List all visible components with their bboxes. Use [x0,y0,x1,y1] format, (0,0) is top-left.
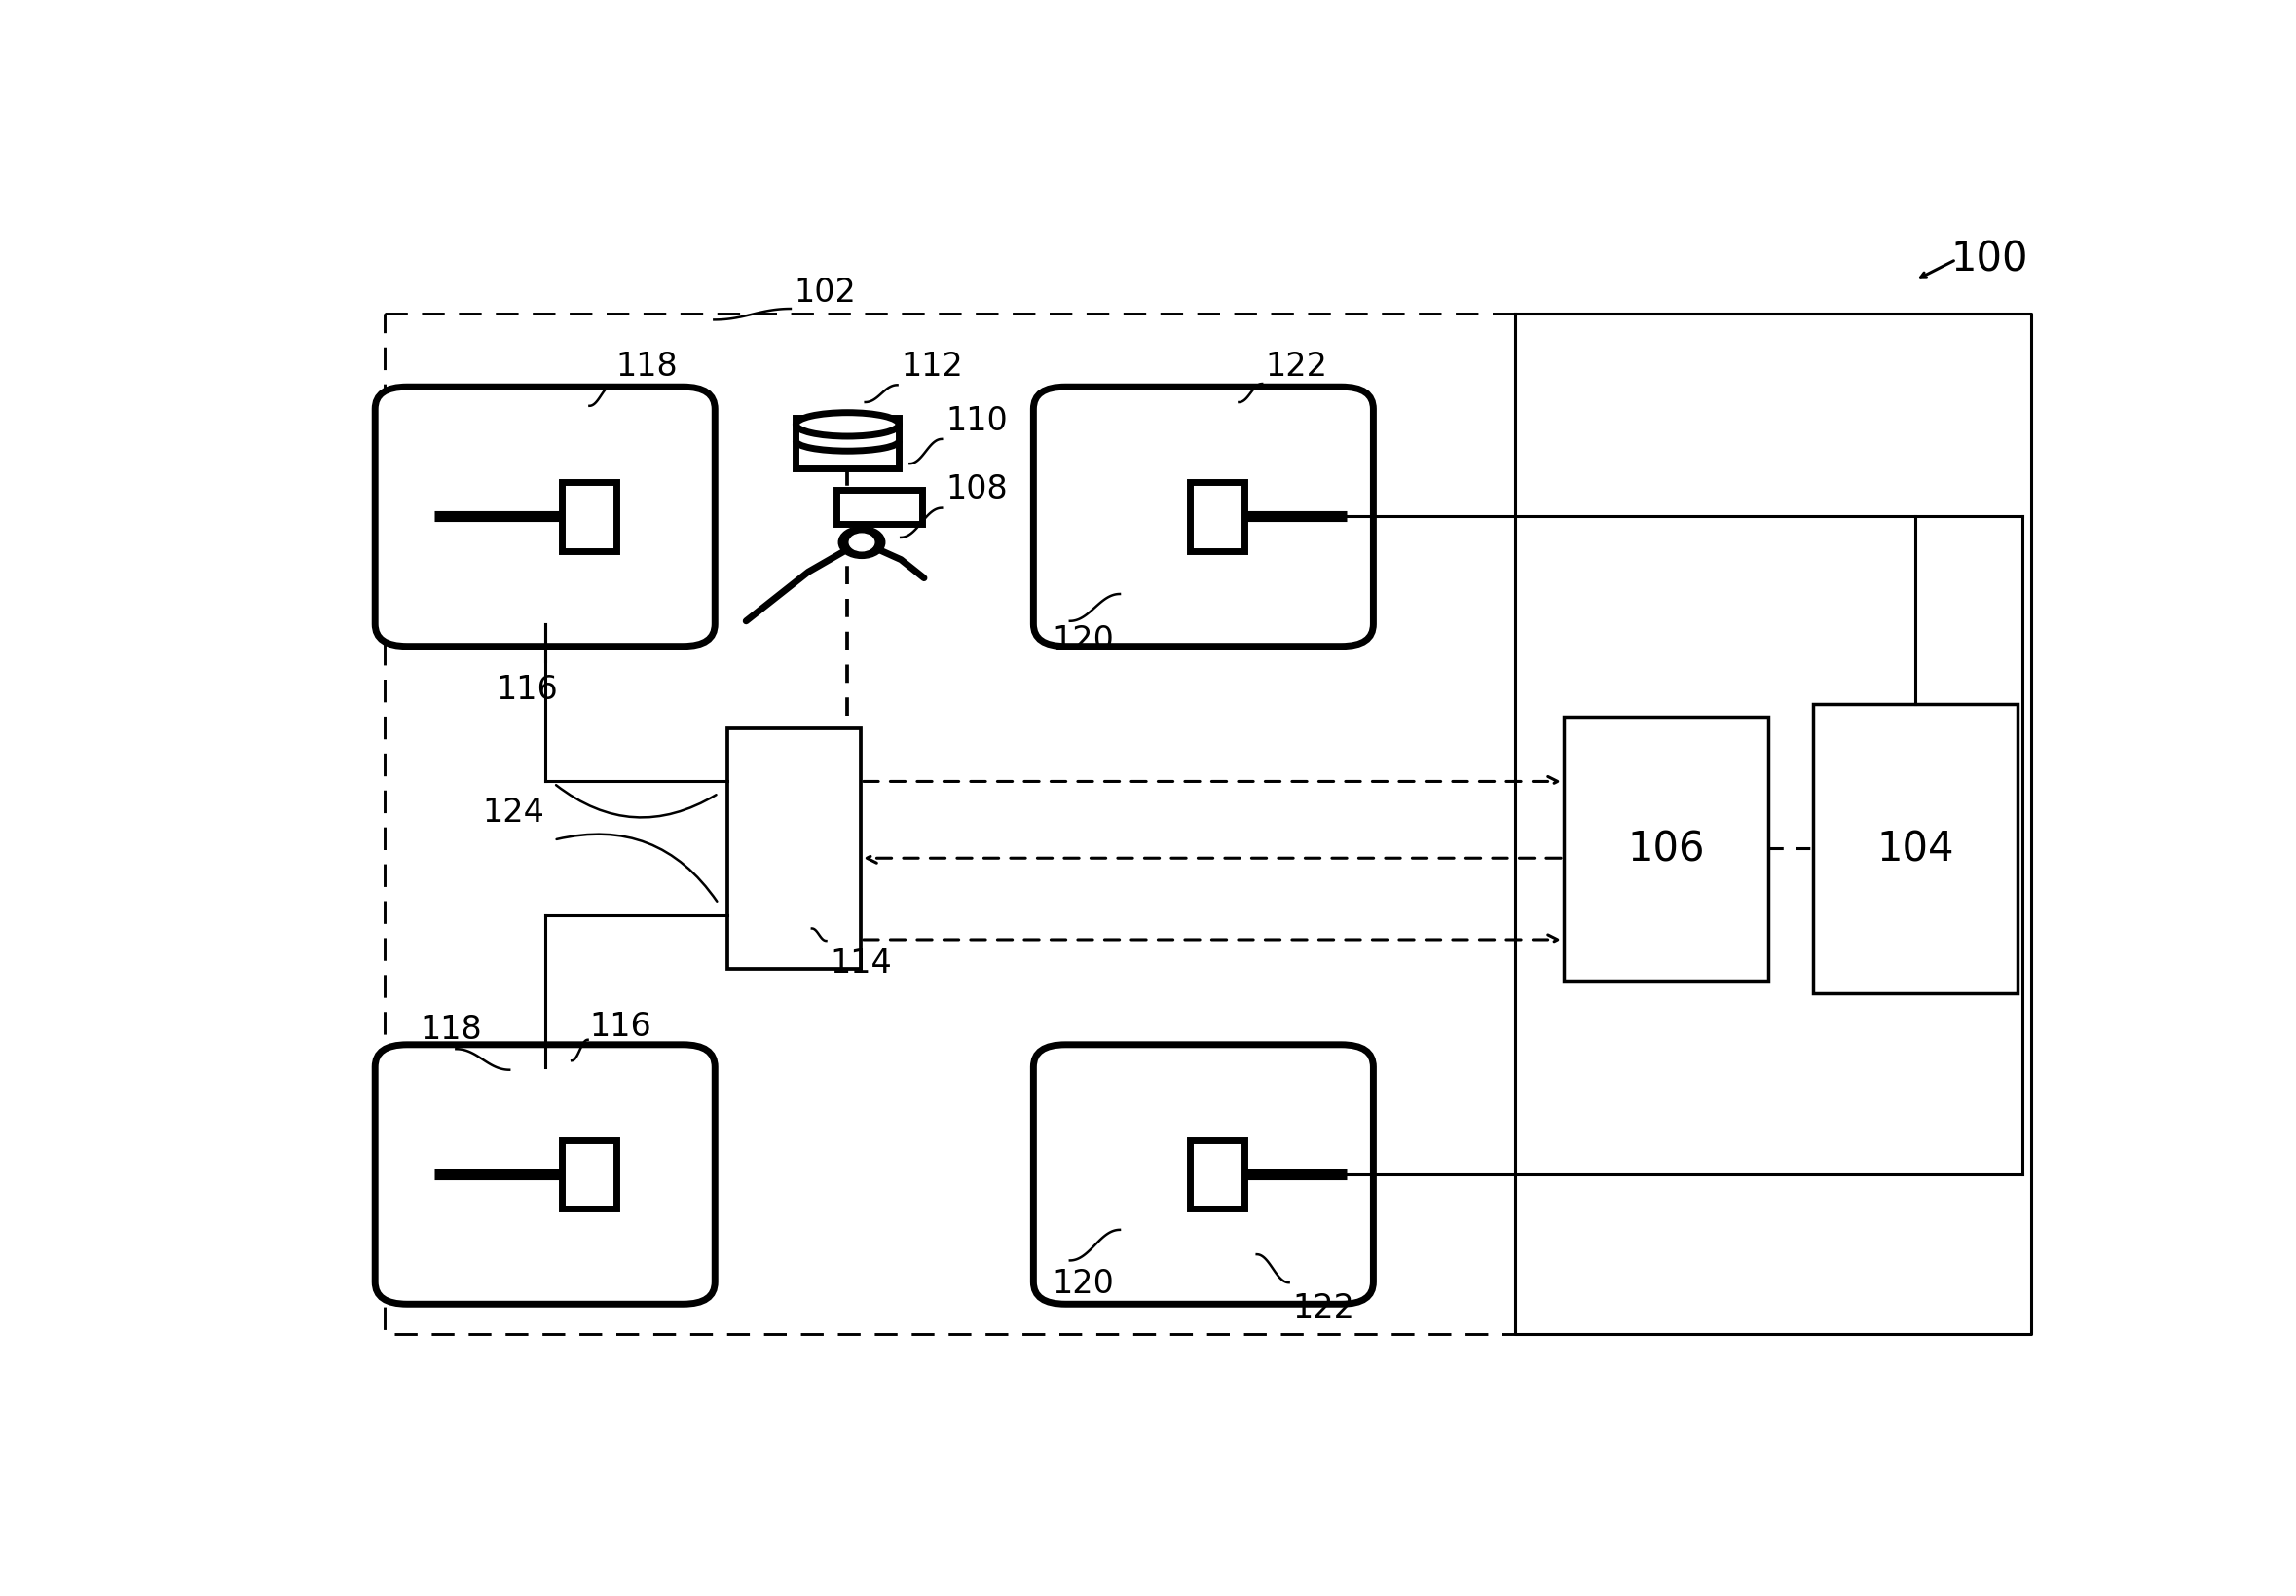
Bar [1189,1140,1244,1210]
Circle shape [850,535,875,552]
FancyBboxPatch shape [374,388,714,646]
Text: 104: 104 [1876,828,1954,870]
Text: 110: 110 [946,405,1008,437]
Bar [1814,704,2018,993]
Text: 120: 120 [1052,624,1114,656]
Text: 108: 108 [946,472,1008,504]
Text: 102: 102 [794,276,856,308]
FancyBboxPatch shape [1033,1045,1373,1304]
Text: 122: 122 [1293,1291,1355,1323]
FancyBboxPatch shape [1033,388,1373,646]
Ellipse shape [797,413,900,437]
Circle shape [838,527,884,559]
Text: 120: 120 [1052,1267,1114,1299]
Bar [563,1140,618,1210]
Bar [563,482,618,552]
Text: 118: 118 [615,350,677,381]
Bar [728,729,861,969]
Bar [1564,717,1768,982]
Text: 106: 106 [1628,828,1704,870]
Text: 112: 112 [900,350,962,381]
Text: 116: 116 [590,1010,652,1042]
Text: 114: 114 [829,948,891,980]
Text: 122: 122 [1265,350,1327,381]
Bar [797,418,900,469]
Text: 100: 100 [1952,239,2027,279]
Bar [836,490,923,525]
Text: 124: 124 [482,796,544,828]
Text: 118: 118 [420,1013,482,1045]
Text: 116: 116 [496,674,558,705]
FancyBboxPatch shape [374,1045,714,1304]
Bar [1189,482,1244,552]
